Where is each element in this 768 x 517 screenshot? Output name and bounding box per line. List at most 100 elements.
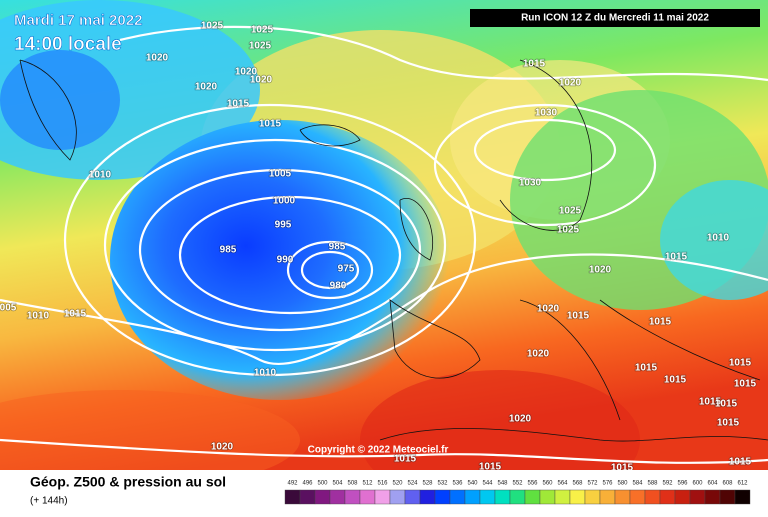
legend-swatch xyxy=(494,489,511,505)
isobar-label: 1015 xyxy=(729,358,752,369)
isobar-label: 1020 xyxy=(195,82,218,93)
legend-label: 540 xyxy=(467,481,478,487)
isobar-label: 1015 xyxy=(227,99,250,110)
isobar-label: 995 xyxy=(275,220,292,231)
isobar-label: 1010 xyxy=(27,311,50,322)
legend-swatch xyxy=(629,489,646,505)
isobar-label: 1020 xyxy=(250,75,273,86)
footer-subtitle: (+ 144h) xyxy=(30,496,68,507)
legend-swatch xyxy=(434,489,451,505)
legend-swatch xyxy=(569,489,586,505)
legend-label: 532 xyxy=(437,481,448,487)
isobar-label: 1015 xyxy=(734,379,757,390)
isobar-label: 985 xyxy=(220,245,237,256)
isobar-label: 1015 xyxy=(717,418,740,429)
legend-swatch xyxy=(509,489,526,505)
legend-swatch xyxy=(344,489,361,505)
legend-swatch xyxy=(644,489,661,505)
legend-label: 612 xyxy=(737,481,748,487)
isobar-label: 1030 xyxy=(535,108,558,119)
isobar-label: 1015 xyxy=(64,309,87,320)
isobar-label: 1020 xyxy=(527,349,550,360)
legend-swatch xyxy=(464,489,481,505)
legend-label: 500 xyxy=(317,481,328,487)
legend-swatch xyxy=(659,489,676,505)
isobar-label: 1020 xyxy=(146,53,169,64)
legend-label: 520 xyxy=(392,481,403,487)
isobar-label: 990 xyxy=(277,255,294,266)
color-legend: 492 496 500 504 508 512 516 520 524 528 532 536 540 5… xyxy=(284,481,751,505)
legend-label: 556 xyxy=(527,481,538,487)
legend-label: 548 xyxy=(497,481,508,487)
legend-label: 508 xyxy=(347,481,358,487)
legend-label: 512 xyxy=(362,481,373,487)
isobar-label: 1015 xyxy=(715,399,738,410)
legend-label: 572 xyxy=(587,481,598,487)
run-info: Run ICON 12 Z du Mercredi 11 mai 2022 xyxy=(521,13,709,24)
legend-label: 560 xyxy=(542,481,553,487)
legend-label: 592 xyxy=(662,481,673,487)
legend-label: 552 xyxy=(512,481,523,487)
legend-swatch xyxy=(719,489,736,505)
isobar-label: 1025 xyxy=(251,25,274,36)
isobar-label: 1025 xyxy=(201,21,224,32)
legend-swatch xyxy=(734,489,751,505)
isobar-label: 1015 xyxy=(259,119,282,130)
isobar-label: 975 xyxy=(338,264,355,275)
footer-title: Géop. Z500 & pression au sol xyxy=(30,474,226,490)
isobar-label: 1020 xyxy=(211,442,234,453)
legend-label: 524 xyxy=(407,481,418,487)
legend-label: 568 xyxy=(572,481,583,487)
isobar-label: 005 xyxy=(0,303,17,314)
legend-swatch xyxy=(389,489,406,505)
legend-label: 600 xyxy=(692,481,703,487)
date: Mardi 17 mai 2022 xyxy=(14,12,142,29)
legend-label: 588 xyxy=(647,481,658,487)
legend-label: 544 xyxy=(482,481,493,487)
legend-swatch xyxy=(554,489,571,505)
legend-label: 576 xyxy=(602,481,613,487)
isobars xyxy=(0,25,768,464)
legend-swatch xyxy=(359,489,376,505)
isobar-label: 1015 xyxy=(699,397,722,408)
legend-label: 496 xyxy=(302,481,313,487)
legend-swatch xyxy=(284,489,301,505)
isobar-label: 1015 xyxy=(665,252,688,263)
run-box xyxy=(470,9,760,27)
legend-swatch xyxy=(599,489,616,505)
legend-swatch xyxy=(704,489,721,505)
isobar-label: 1020 xyxy=(537,304,560,315)
isobar-label: 1010 xyxy=(89,170,112,181)
isobar-label: 1015 xyxy=(635,363,658,374)
isobar-labels: 1025 102510251020102010201020101510151015… xyxy=(0,20,757,475)
legend-label: 580 xyxy=(617,481,628,487)
isobar-label: 1015 xyxy=(664,375,687,386)
isobar-label: 1020 xyxy=(559,78,582,89)
isobar-label: 1005 xyxy=(269,169,292,180)
legend-swatch xyxy=(614,489,631,505)
isobar-label: 1015 xyxy=(523,59,546,70)
isobar-label: 1020 xyxy=(509,414,532,425)
legend-label: 596 xyxy=(677,481,688,487)
legend-label: 608 xyxy=(722,481,733,487)
legend-swatch xyxy=(539,489,556,505)
legend-swatch xyxy=(404,489,421,505)
isobar-label: 1020 xyxy=(589,265,612,276)
coastlines xyxy=(19,59,768,442)
legend-swatch xyxy=(329,489,346,505)
isobar-label: 1010 xyxy=(707,233,730,244)
legend-label: 604 xyxy=(707,481,718,487)
legend-label: 504 xyxy=(332,481,343,487)
isobar-label: 1025 xyxy=(557,225,580,236)
isobar-label: 985 xyxy=(329,242,346,253)
isobar-label: 1020 xyxy=(235,67,258,78)
legend-swatch xyxy=(674,489,691,505)
copyright: Copyright © 2022 Meteociel.fr xyxy=(308,445,449,456)
isobar-label: 1015 xyxy=(394,454,417,465)
local-time: 14:00 locale xyxy=(14,34,122,55)
legend-label: 536 xyxy=(452,481,463,487)
legend-swatch xyxy=(689,489,706,505)
